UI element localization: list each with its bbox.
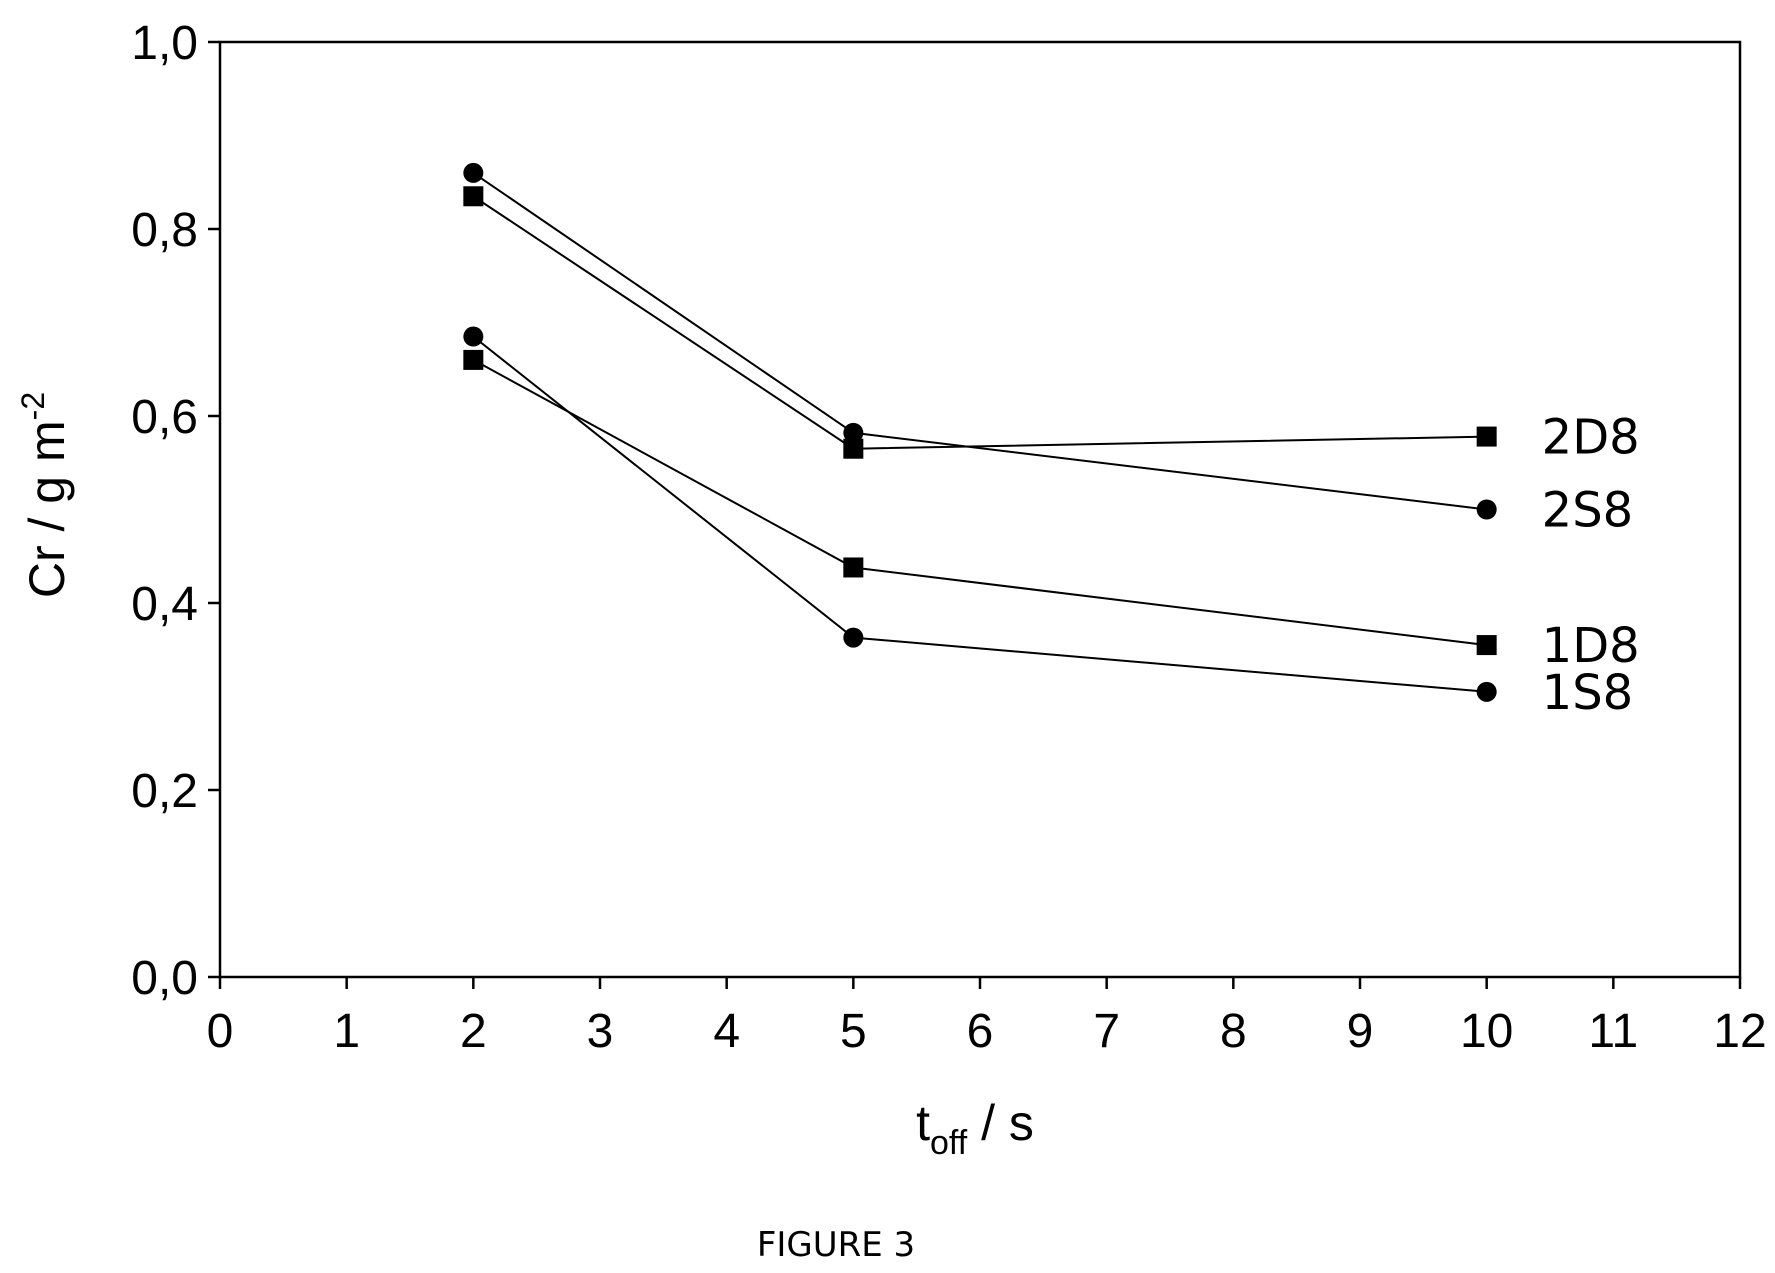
x-tick-label: 5 [840,1005,867,1058]
y-tick-label: 0,4 [131,578,198,631]
series-label-2d8: 2D8 [1542,410,1640,466]
data-point-2s8 [843,422,864,443]
series-label-1d8: 1D8 [1542,618,1640,674]
series-2s8 [463,162,1497,520]
y-tick-label: 0,8 [131,204,198,257]
x-tick-label: 12 [1713,1005,1766,1058]
y-axis-title-main: Cr / g m [19,420,75,598]
data-point-2d8 [843,438,864,459]
data-point-2d8 [463,186,484,207]
axes [218,40,1742,979]
x-axis-title-subscript: off [930,1124,968,1162]
x-tick-label: 3 [587,1005,614,1058]
y-axis-ticks: 0,0 0,2 0,4 0,6 0,8 1,0 [131,17,220,1005]
x-tick-label: 8 [1220,1005,1247,1058]
series-line-1s8 [472,335,1487,693]
x-tick-label: 11 [1588,1005,1638,1058]
y-axis-title: Cr / g m-2 [15,392,75,598]
x-tick-label: 6 [967,1005,994,1058]
series-label-1s8: 1S8 [1542,665,1634,721]
x-tick-label: 4 [713,1005,740,1058]
y-tick-label: 0,6 [131,391,198,444]
x-tick-label: 10 [1460,1005,1513,1058]
x-tick-label: 1 [333,1005,360,1058]
x-axis-ticks: 0 1 2 3 4 5 6 7 8 9 10 11 12 [207,977,1767,1058]
x-tick-label: 7 [1093,1005,1120,1058]
x-tick-label: 2 [460,1005,487,1058]
y-tick-label: 1,0 [131,17,198,70]
x-tick-label: 9 [1347,1005,1374,1058]
data-point-1d8 [463,349,484,370]
x-axis-title-unit: / s [967,1095,1034,1151]
series-label-2s8: 2S8 [1542,483,1634,539]
series-2d8 [463,186,1497,459]
data-point-2s8 [463,162,484,183]
data-point-1s8 [1476,681,1497,702]
x-axis-title: toff / s [916,1095,1034,1162]
y-tick-label: 0,2 [131,765,198,818]
plot-frame [218,40,1742,979]
x-axis-title-main: t [916,1095,930,1151]
series-line-2d8 [472,195,1487,450]
series-1s8 [463,326,1497,702]
data-point-2d8 [1476,426,1497,447]
y-axis-title-superscript: -2 [15,392,51,420]
y-tick-label: 0,0 [131,952,198,1005]
data-point-1s8 [843,627,864,648]
x-tick-label: 0 [207,1005,234,1058]
data-point-1d8 [843,557,864,578]
series-line-1d8 [472,359,1487,647]
series-line-2s8 [472,172,1487,511]
data-point-1d8 [1476,635,1497,656]
series-1d8 [463,349,1497,656]
data-point-2s8 [1476,499,1497,520]
data-point-1s8 [463,326,484,347]
figure-caption: FIGURE 3 [757,1225,915,1265]
series-layer [463,162,1497,702]
